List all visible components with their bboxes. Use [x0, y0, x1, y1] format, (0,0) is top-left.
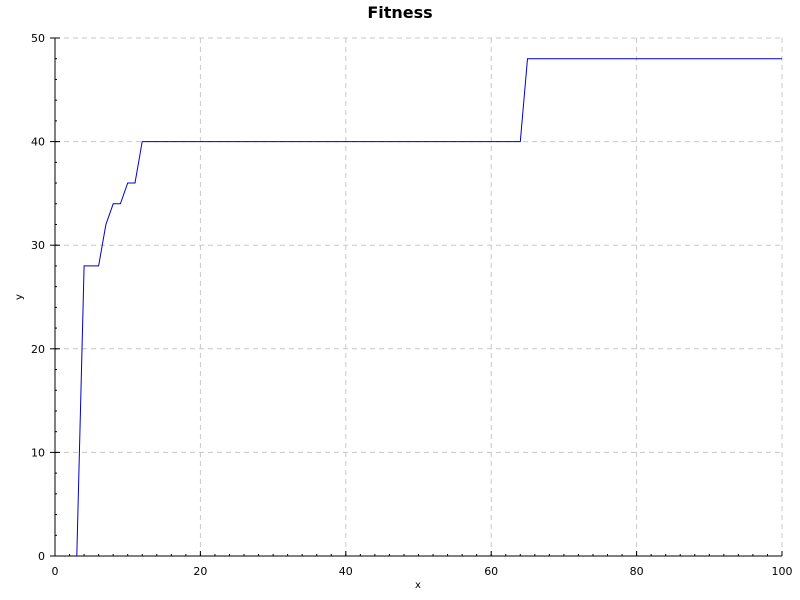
series-group [76, 58, 782, 557]
x-axis-label: x [415, 580, 421, 591]
x-tick-label: 40 [339, 565, 353, 578]
y-tick-label: 30 [31, 239, 45, 252]
x-tick-label: 100 [772, 565, 793, 578]
y-tick-label: 50 [31, 32, 45, 45]
y-tick-label: 40 [31, 136, 45, 149]
chart-title: Fitness [367, 3, 432, 22]
ticks: 0 20 40 60 80 100 0 10 20 30 40 50 [31, 32, 793, 578]
x-tick-label: 20 [193, 565, 207, 578]
y-tick-label: 20 [31, 343, 45, 356]
series-line [76, 58, 782, 557]
y-tick-label: 10 [31, 446, 45, 459]
y-axis-label: y [14, 294, 25, 300]
axes [54, 38, 782, 557]
x-tick-label: 80 [630, 565, 644, 578]
y-tick-label: 0 [38, 550, 45, 563]
grid [55, 37, 783, 556]
x-tick-label: 0 [52, 565, 59, 578]
x-tick-label: 60 [484, 565, 498, 578]
